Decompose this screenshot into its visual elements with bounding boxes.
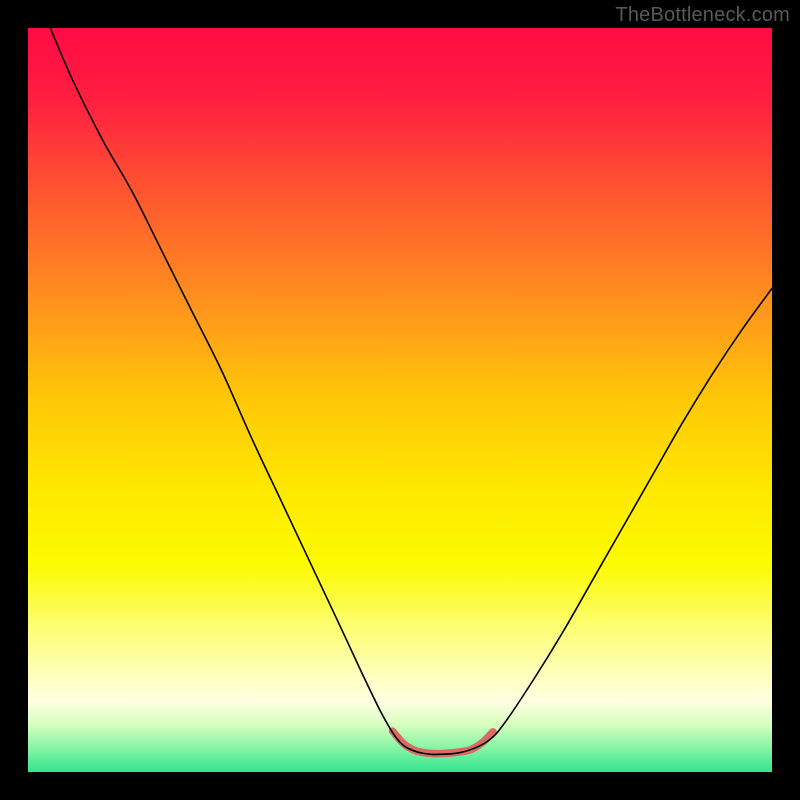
chart-frame: TheBottleneck.com: [0, 0, 800, 800]
watermark-text: TheBottleneck.com: [615, 4, 790, 27]
bottleneck-curve-chart: [28, 28, 772, 772]
gradient-background: [28, 28, 772, 772]
plot-area: [28, 28, 772, 772]
